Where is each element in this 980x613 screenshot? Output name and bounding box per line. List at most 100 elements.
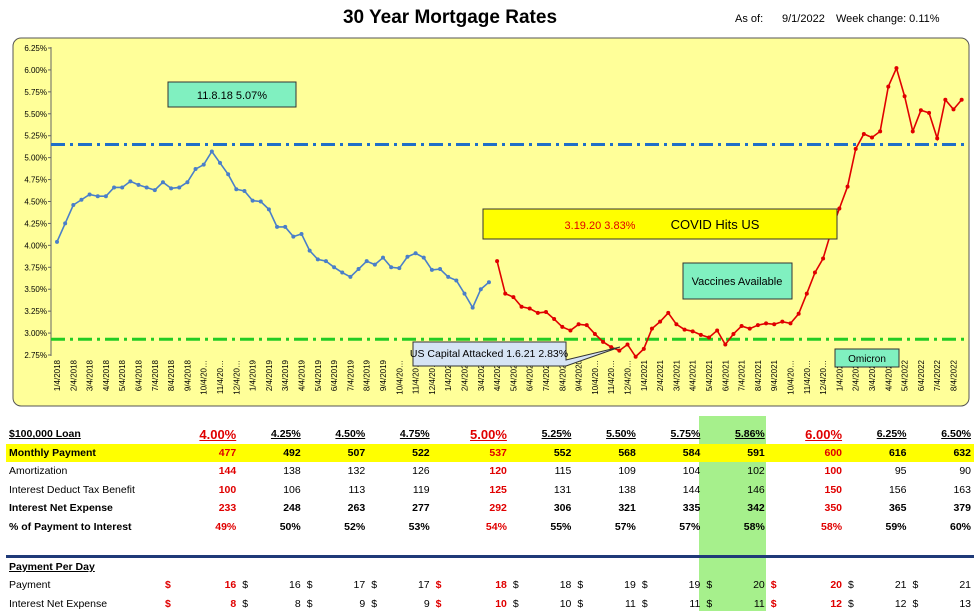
y-tick-label: 5.00%: [24, 154, 47, 163]
dollar-sign: $: [242, 598, 248, 610]
table-cell: 248: [239, 499, 303, 518]
table-cell: $11: [574, 595, 638, 613]
table-row-day-net: Interest Net Expense$8$8$9$9$10$10$11$11…: [6, 595, 974, 613]
x-tick-label: 10/4/20…: [200, 360, 209, 395]
table-cell: 507: [304, 444, 368, 463]
data-point-blue: [479, 287, 483, 291]
dollar-sign: $: [307, 598, 313, 610]
x-tick-label: 6/4/2019: [330, 359, 339, 391]
x-tick-label: 7/4/2018: [151, 359, 160, 391]
table-cell: 59%: [845, 518, 909, 537]
row-label: Monthly Payment: [6, 444, 162, 463]
data-point-blue: [487, 280, 491, 284]
table-cell: $8: [239, 595, 303, 613]
x-tick-label: 11/4/20…: [216, 360, 225, 394]
data-point-blue: [405, 255, 409, 259]
table-cell: 6.50%: [910, 425, 975, 444]
row-label: Interest Net Expense: [6, 499, 162, 518]
table-cell: $19: [639, 576, 703, 595]
table-row-day-payment: Payment$16$16$17$17$18$18$19$19$20$20$21…: [6, 576, 974, 595]
data-point-red: [691, 329, 695, 333]
dollar-sign: $: [771, 598, 777, 610]
x-tick-label: 12/4/20…: [819, 360, 828, 395]
cell-value: 12: [830, 598, 842, 610]
y-tick-label: 3.75%: [24, 263, 47, 272]
data-point-blue: [104, 194, 108, 198]
table-cell: $8: [162, 595, 239, 613]
y-tick-label: 5.50%: [24, 110, 47, 119]
data-point-red: [544, 310, 548, 314]
table-cell: 5.00%: [433, 425, 510, 444]
y-tick-label: 4.25%: [24, 219, 47, 228]
table-cell: 335: [639, 499, 703, 518]
row-label: Amortization: [6, 462, 162, 481]
table-cell: 106: [239, 481, 303, 500]
data-point-red: [503, 292, 507, 296]
data-point-red: [894, 66, 898, 70]
table-cell: 57%: [639, 518, 703, 537]
x-tick-label: 4/4/2018: [102, 359, 111, 391]
cell-value: 11: [754, 598, 765, 610]
data-point-red: [617, 349, 621, 353]
omicron-text: Omicron: [848, 354, 886, 365]
data-point-red: [764, 321, 768, 325]
row-label: Payment: [6, 576, 162, 595]
table-cell: 104: [639, 462, 703, 481]
data-point-red: [699, 333, 703, 337]
table-cell: 119: [368, 481, 432, 500]
x-tick-label: 2/4/2018: [69, 359, 78, 391]
table-cell: 144: [162, 462, 239, 481]
dollar-sign: $: [513, 598, 519, 610]
row-label: Interest Deduct Tax Benefit: [6, 481, 162, 500]
dollar-sign: $: [848, 579, 854, 591]
table-cell: 58%: [768, 518, 845, 537]
table-cell: $9: [304, 595, 368, 613]
mortgage-rate-chart: 6.25%6.00%5.75%5.50%5.25%5.00%4.75%4.50%…: [0, 30, 980, 416]
dollar-sign: $: [706, 579, 712, 591]
cell-value: 20: [830, 579, 842, 591]
data-point-blue: [446, 275, 450, 279]
data-point-blue: [120, 185, 124, 189]
table-cell: 342: [703, 499, 767, 518]
data-point-red: [626, 342, 630, 346]
y-tick-label: 3.25%: [24, 307, 47, 316]
data-point-blue: [348, 275, 352, 279]
table-cell: 60%: [910, 518, 975, 537]
x-tick-label: 11/4/20…: [803, 360, 812, 394]
data-point-blue: [430, 268, 434, 272]
data-point-red: [528, 307, 532, 311]
x-tick-label: 8/4/2022: [950, 359, 959, 391]
table-cell: 54%: [433, 518, 510, 537]
data-point-red: [560, 325, 564, 329]
data-point-red: [878, 129, 882, 133]
data-point-blue: [275, 225, 279, 229]
data-point-red: [577, 322, 581, 326]
table-cell: $11: [703, 595, 767, 613]
y-tick-label: 4.00%: [24, 241, 47, 250]
table-cell: 5.25%: [510, 425, 574, 444]
table-cell: $12: [845, 595, 909, 613]
data-point-red: [707, 335, 711, 339]
data-point-red: [568, 328, 572, 332]
data-point-red: [723, 342, 727, 346]
dollar-sign: $: [436, 598, 442, 610]
y-tick-label: 6.00%: [24, 66, 47, 75]
table-cell: 131: [510, 481, 574, 500]
table-cell: 58%: [703, 518, 767, 537]
table-cell: 100: [768, 462, 845, 481]
data-point-red: [772, 322, 776, 326]
cell-value: 17: [418, 579, 430, 591]
cell-value: 19: [689, 579, 701, 591]
data-point-red: [585, 323, 589, 327]
table-cell: $16: [239, 576, 303, 595]
data-point-blue: [234, 187, 238, 191]
data-point-blue: [389, 265, 393, 269]
table-cell: $16: [162, 576, 239, 595]
x-tick-label: 3/4/2018: [86, 359, 95, 391]
x-tick-label: 9/4/2020: [575, 359, 584, 391]
data-point-red: [846, 185, 850, 189]
table-cell: 350: [768, 499, 845, 518]
table-cell: 552: [510, 444, 574, 463]
data-point-red: [797, 312, 801, 316]
